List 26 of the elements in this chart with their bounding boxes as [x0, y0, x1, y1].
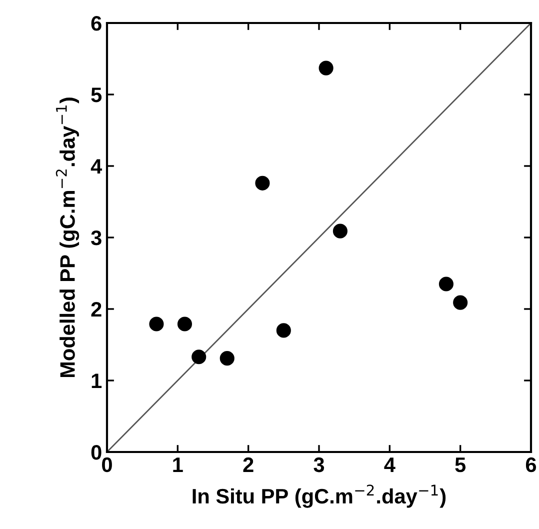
y-tick-label: 2 [91, 302, 102, 317]
x-tick-label: 0 [102, 457, 112, 472]
point [177, 316, 192, 332]
point [220, 351, 234, 366]
point [332, 224, 348, 238]
y-tick-label: 3 [91, 230, 102, 246]
point [149, 316, 164, 332]
point [192, 350, 206, 364]
point [318, 60, 334, 76]
point [276, 323, 291, 338]
x-tick-label: 3 [314, 457, 324, 472]
y-axis-title: Modelled PP (gC.m$^{−2}$.day$^{−1}$) [56, 98, 80, 378]
x-tick-label: 5 [455, 458, 466, 472]
x-tick-label: 6 [526, 457, 536, 472]
point [255, 176, 270, 190]
x-tick-label: 1 [173, 458, 183, 472]
y-tick-label: 4 [90, 159, 102, 174]
y-tick-label: 1 [92, 374, 102, 388]
x-tick-label: 4 [384, 458, 396, 472]
y-tick-label: 5 [91, 88, 102, 102]
x-tick-label: 2 [243, 457, 254, 472]
y-tick-label: 6 [91, 16, 102, 31]
y-tick-label: 0 [91, 445, 102, 460]
point [453, 295, 468, 310]
point [438, 276, 454, 292]
x-axis-title: In Situ PP (gC.m$^{−2}$.day$^{−1}$) [192, 484, 446, 508]
